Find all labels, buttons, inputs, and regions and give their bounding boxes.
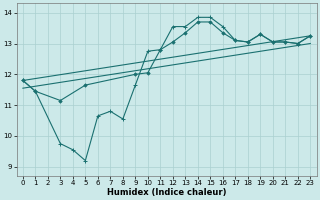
- X-axis label: Humidex (Indice chaleur): Humidex (Indice chaleur): [107, 188, 226, 197]
